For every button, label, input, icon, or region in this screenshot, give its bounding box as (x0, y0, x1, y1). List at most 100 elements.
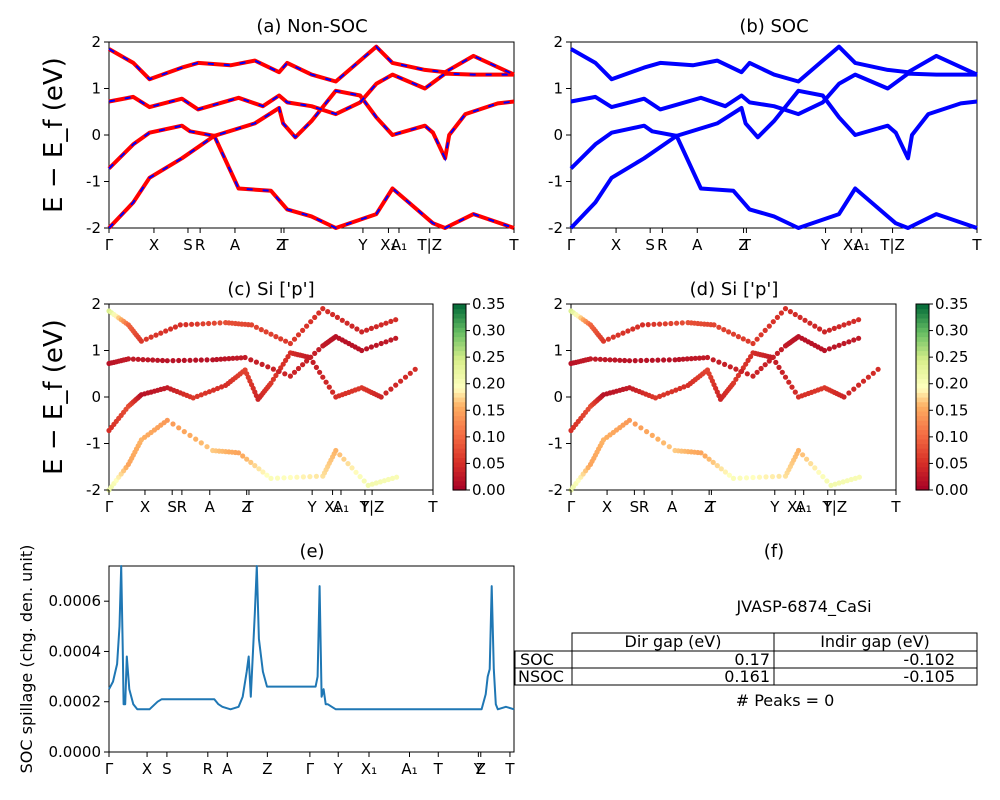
band-point (851, 318, 857, 324)
band-point (635, 324, 641, 330)
band-point (385, 476, 391, 483)
band-point (807, 320, 813, 326)
band-point (776, 364, 782, 370)
colorbar-tick-label: 0.05 (472, 454, 505, 472)
x-tick-label: Z (242, 498, 252, 516)
band-point (349, 465, 355, 471)
panel-d-yticks: -2 -1 0 1 2 (548, 295, 571, 499)
band-line-1 (107, 133, 515, 230)
band-point (625, 328, 631, 334)
band-point (666, 444, 672, 450)
band-point (190, 395, 196, 401)
band-point (681, 384, 687, 390)
band-point (802, 317, 808, 323)
y-tick-label: 1 (91, 80, 101, 98)
y-tick-label: 2 (553, 33, 563, 51)
band-point (364, 346, 370, 352)
band-point (821, 329, 828, 335)
band-point (320, 374, 326, 380)
band-point (620, 330, 626, 336)
band-point (756, 474, 763, 480)
band-point (730, 475, 737, 481)
x-tick-label: S (645, 236, 655, 254)
band-point (792, 389, 798, 395)
panel-d-points (568, 306, 881, 493)
colorbar-tick-label: 0.15 (935, 401, 968, 419)
colorbar-segment (453, 485, 466, 491)
colorbar-segment (916, 327, 929, 333)
colorbar-segment (916, 466, 929, 472)
band-point (252, 463, 258, 469)
band-point (844, 478, 850, 484)
band-point (706, 456, 712, 462)
band-point (283, 338, 289, 344)
band-line-0 (108, 565, 515, 711)
x-tick-label: X₁ (843, 236, 859, 254)
x-tick-label: Y (359, 498, 370, 516)
band-point (378, 394, 384, 400)
colorbar-segment (453, 308, 466, 314)
band-point (308, 354, 314, 360)
band-point (295, 332, 302, 338)
band-point (317, 369, 323, 375)
panel-e-frame (108, 565, 515, 753)
material-id: JVASP-6874_CaSi (735, 597, 871, 617)
band-point (836, 324, 842, 330)
band-point (622, 357, 628, 364)
band-point (770, 319, 776, 325)
band-point (740, 336, 746, 342)
colorbar-tick-label: 0.35 (472, 295, 505, 313)
panel-c-colorbar: 0.00 0.05 0.10 0.15 0.20 0.25 0.30 0.35 (452, 295, 505, 499)
band-point (198, 392, 204, 398)
band-point (193, 357, 199, 363)
band-point (841, 340, 847, 347)
x-tick-label: A (205, 498, 216, 516)
band-point (750, 474, 756, 481)
colorbar-tick-label: 0.30 (935, 322, 968, 340)
band-point (754, 336, 760, 342)
band-point (313, 364, 319, 370)
band-point (388, 337, 394, 343)
x-tick-label: R (639, 498, 649, 516)
colorbar-segment (916, 443, 929, 449)
y-tick-label: -2 (548, 219, 563, 237)
band-point (651, 321, 657, 327)
band-point (248, 459, 254, 465)
band-point (226, 356, 232, 362)
band-dash-3 (108, 45, 515, 83)
colorbar-segment (916, 322, 929, 328)
band-point (159, 357, 166, 364)
band-point (743, 361, 749, 367)
band-point (313, 473, 319, 479)
band-point (280, 361, 286, 367)
band-point (170, 358, 176, 364)
panel-a-yticks: -2 -1 0 1 2 (86, 33, 109, 237)
colorbar-segment (916, 364, 929, 370)
band-dash-2 (108, 72, 514, 116)
band-point (836, 342, 842, 348)
band-point (125, 356, 131, 362)
colorbar-tick-label: 0.35 (935, 295, 968, 313)
panel-d-colorbar: 0.00 0.05 0.10 0.15 0.20 0.25 0.30 0.35 (915, 295, 968, 499)
band-point (170, 421, 176, 427)
colorbar-frame (915, 303, 930, 491)
colorbar-segment (916, 308, 929, 314)
band-point (234, 355, 240, 361)
band-point (187, 357, 193, 363)
band-point (592, 356, 599, 362)
band-point (655, 436, 661, 442)
band-point (222, 356, 228, 362)
panel-b-bands (569, 44, 978, 230)
colorbar-frame (452, 303, 467, 491)
band-point (832, 481, 838, 487)
colorbar-segment (916, 345, 929, 352)
band-point (745, 357, 751, 363)
band-point (778, 347, 785, 353)
panel-e-spillage (108, 565, 515, 711)
colorbar-segment (916, 429, 929, 435)
band-point (870, 370, 876, 376)
x-tick-label: Y (820, 236, 831, 254)
